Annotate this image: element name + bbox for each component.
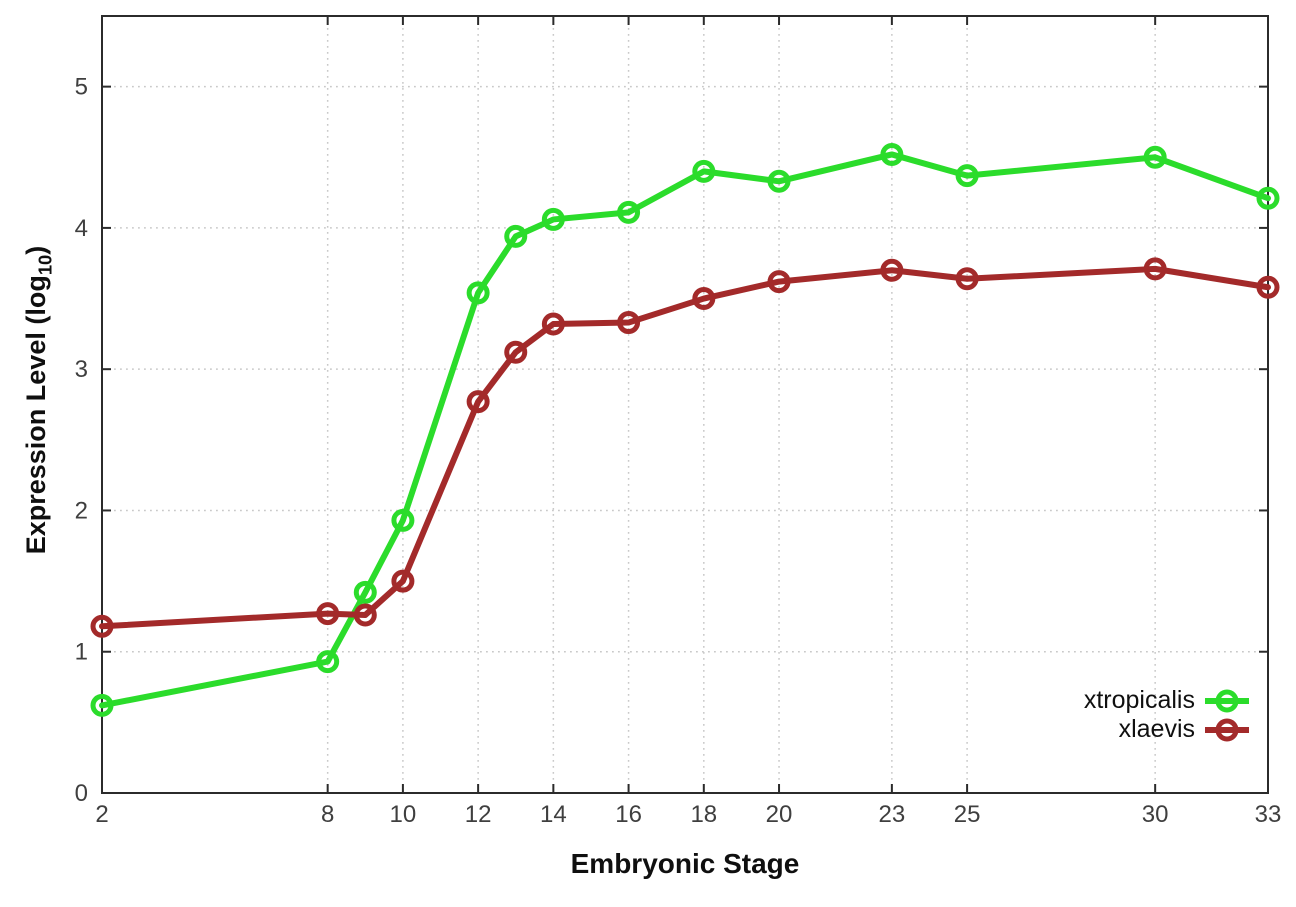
data-point-xtropicalis xyxy=(880,142,904,166)
data-point-xlaevis xyxy=(1143,257,1167,281)
y-axis-title: Expression Level (log10) xyxy=(16,200,56,600)
data-point-xlaevis xyxy=(316,602,340,626)
data-point-xtropicalis xyxy=(353,580,377,604)
data-point-xtropicalis xyxy=(504,224,528,248)
legend-marker-xlaevis xyxy=(1205,718,1249,741)
data-point-xtropicalis xyxy=(466,281,490,305)
x-tick-label: 25 xyxy=(954,801,981,828)
x-tick-label: 12 xyxy=(465,801,492,828)
y-tick-label: 2 xyxy=(75,497,88,524)
data-point-xlaevis xyxy=(391,569,415,593)
y-tick-label: 0 xyxy=(75,780,88,807)
data-point-xtropicalis xyxy=(617,200,641,224)
data-point-xtropicalis xyxy=(1143,145,1167,169)
series-line-xlaevis xyxy=(99,265,1271,630)
legend-entry-xlaevis: xlaevis xyxy=(1084,715,1250,744)
data-point-xlaevis xyxy=(767,270,791,294)
data-point-xtropicalis xyxy=(692,159,716,183)
chart-legend: xtropicalis xlaevis xyxy=(1084,686,1250,744)
data-point-xtropicalis xyxy=(90,693,114,717)
data-point-xlaevis xyxy=(541,312,565,336)
x-tick-label: 2 xyxy=(95,801,108,828)
x-axis-title: Embryonic Stage xyxy=(570,848,800,879)
data-point-xtropicalis xyxy=(316,650,340,674)
x-tick-label: 8 xyxy=(321,801,334,828)
data-point-xlaevis xyxy=(466,390,490,414)
data-point-xlaevis xyxy=(617,311,641,335)
data-point-xlaevis xyxy=(90,614,114,638)
y-tick-label: 4 xyxy=(75,215,88,242)
data-point-xlaevis xyxy=(1256,275,1280,299)
data-point-xtropicalis xyxy=(767,169,791,193)
x-tick-label: 20 xyxy=(766,801,793,828)
data-point-xlaevis xyxy=(353,603,377,627)
x-tick-label: 30 xyxy=(1142,801,1169,828)
y-tick-label: 3 xyxy=(75,356,88,383)
plot-border xyxy=(101,15,1269,794)
data-point-xlaevis xyxy=(692,287,716,311)
legend-entry-xtropicalis: xtropicalis xyxy=(1084,686,1250,715)
legend-label-xlaevis: xlaevis xyxy=(1118,715,1195,743)
y-tick-label: 1 xyxy=(75,639,88,666)
y-tick-label: 5 xyxy=(75,74,88,101)
data-point-xtropicalis xyxy=(955,164,979,188)
data-point-xtropicalis xyxy=(1256,186,1280,210)
y-axis-title-close: ) xyxy=(21,245,51,255)
y-axis-title-subscript: 10 xyxy=(34,254,56,276)
x-tick-label: 23 xyxy=(879,801,906,828)
x-tick-label: 10 xyxy=(390,801,417,828)
x-tick-label: 33 xyxy=(1255,801,1282,828)
data-point-xlaevis xyxy=(504,340,528,364)
data-point-xlaevis xyxy=(880,258,904,282)
series-line-xtropicalis xyxy=(99,151,1271,709)
legend-label-xtropicalis: xtropicalis xyxy=(1083,686,1195,714)
data-point-xtropicalis xyxy=(391,508,415,532)
x-tick-label: 18 xyxy=(690,801,717,828)
x-tick-label: 14 xyxy=(540,801,567,828)
legend-marker-xtropicalis xyxy=(1205,689,1249,712)
y-axis-title-text: Expression Level (log xyxy=(21,275,51,555)
data-point-xtropicalis xyxy=(541,207,565,231)
data-point-xlaevis xyxy=(955,267,979,291)
x-tick-label: 16 xyxy=(615,801,642,828)
